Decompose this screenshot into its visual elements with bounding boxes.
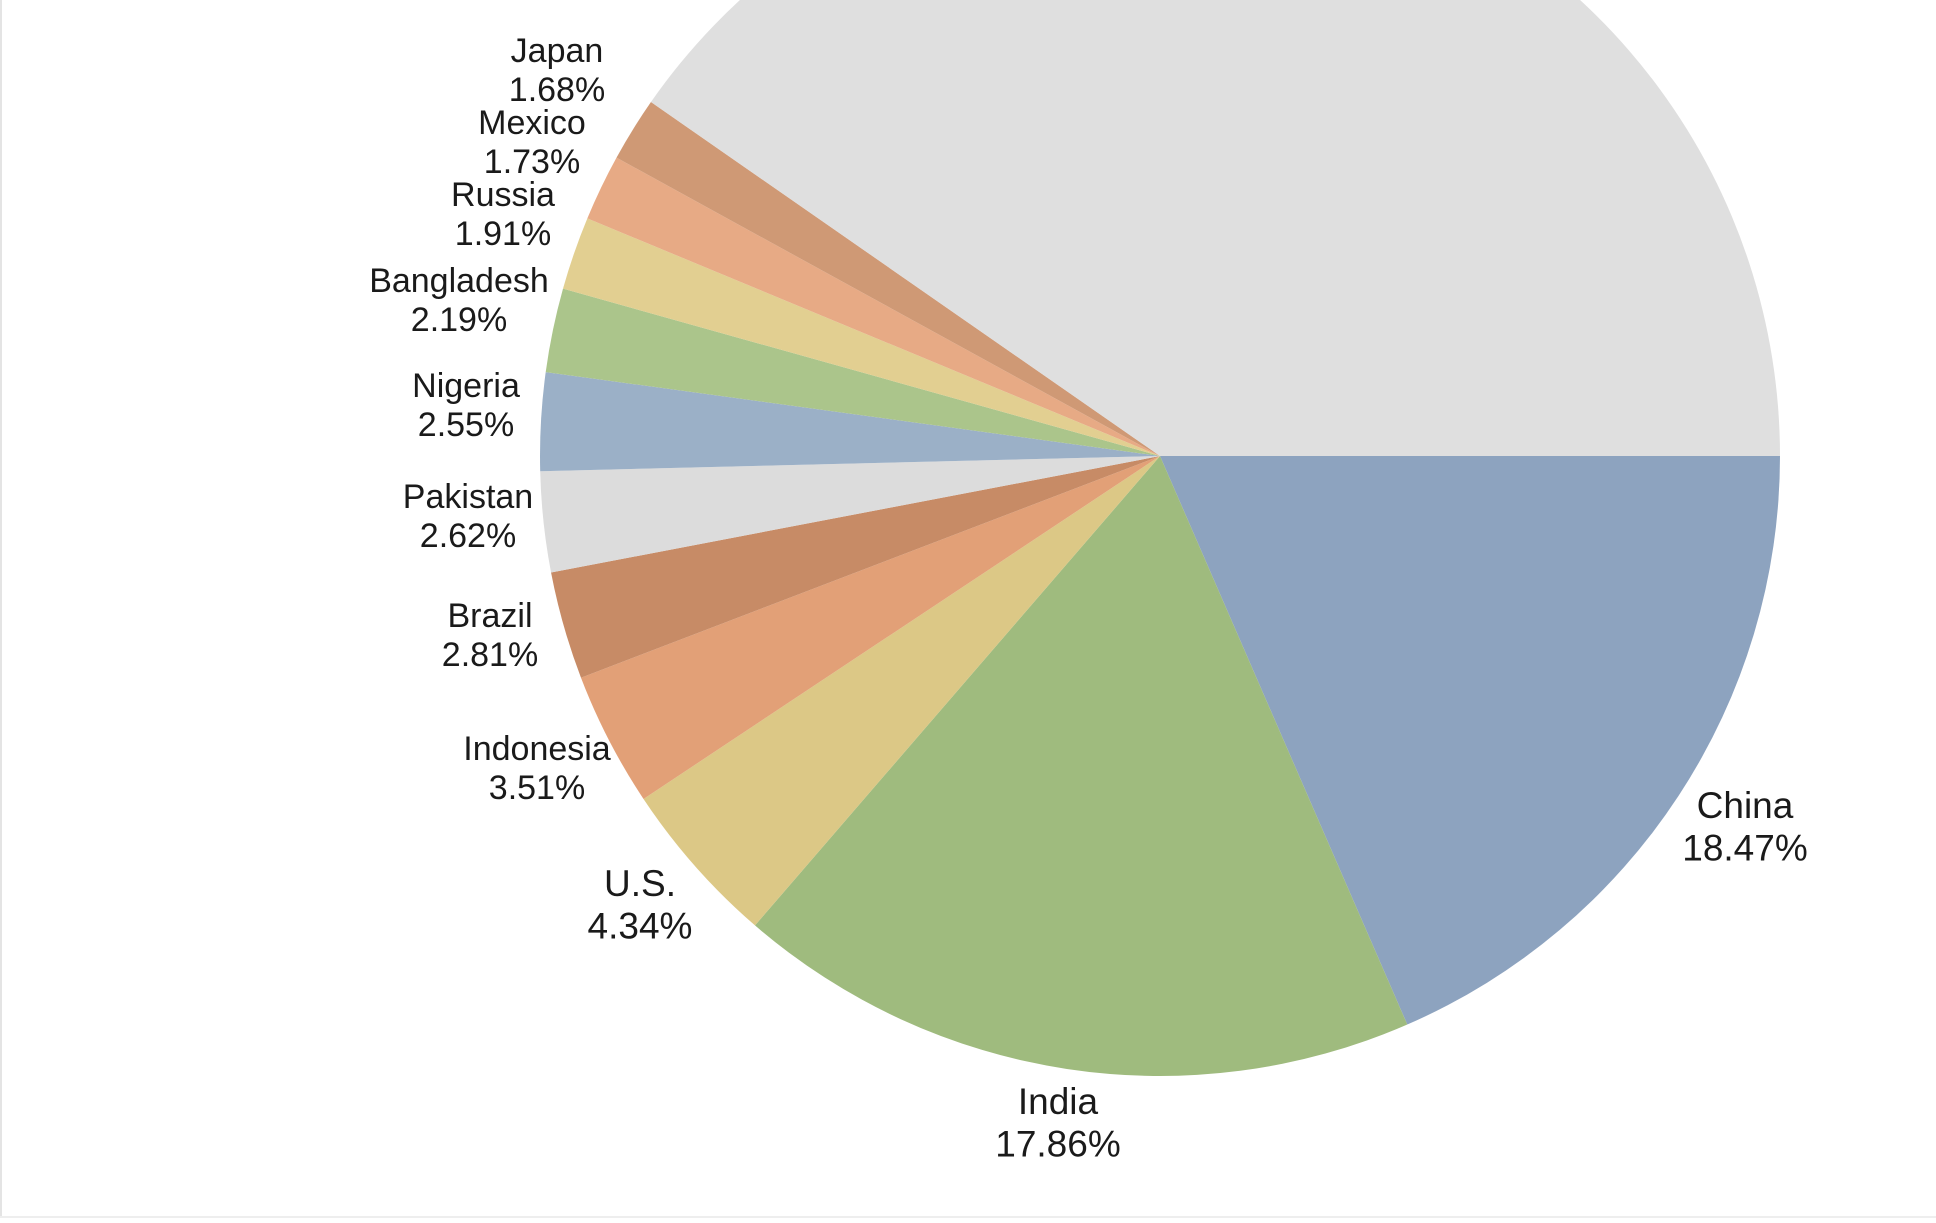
- slice-value-mexico: 1.73%: [484, 143, 580, 181]
- slice-value-india: 17.86%: [995, 1124, 1121, 1165]
- slice-value-japan: 1.68%: [509, 71, 605, 109]
- frame-left-border: [0, 0, 2, 1218]
- slice-label-bangladesh: Bangladesh: [369, 262, 549, 300]
- slice-value-u-s: 4.34%: [588, 906, 693, 947]
- slice-value-brazil: 2.81%: [442, 636, 538, 674]
- slice-label-pakistan: Pakistan: [403, 478, 533, 516]
- pie-slice-u-s: [643, 456, 1160, 926]
- pie-slice-mexico: [587, 157, 1160, 456]
- slice-label-indonesia: Indonesia: [463, 730, 611, 768]
- slice-value-nigeria: 2.55%: [418, 406, 514, 444]
- slice-label-mexico: Mexico: [478, 104, 586, 142]
- slice-label-china: China: [1697, 785, 1794, 826]
- pie-slice-brazil: [551, 456, 1160, 678]
- slice-value-indonesia: 3.51%: [489, 769, 585, 807]
- pie-slice-china: [1160, 456, 1780, 1025]
- pie-slice-pakistan: [540, 456, 1160, 573]
- slice-label-japan: Japan: [511, 32, 604, 70]
- pie-slice-bangladesh: [545, 288, 1160, 456]
- slice-value-china: 18.47%: [1682, 828, 1808, 869]
- pie-slice-indonesia: [580, 456, 1160, 799]
- slice-label-nigeria: Nigeria: [412, 367, 520, 405]
- slice-value-bangladesh: 2.19%: [411, 301, 507, 339]
- slice-value-pakistan: 2.62%: [420, 517, 516, 555]
- frame-bottom-border: [0, 1216, 1936, 1218]
- slice-label-brazil: Brazil: [447, 597, 532, 635]
- pie-slices: [540, 0, 1780, 1076]
- pie-slice-india: [754, 456, 1408, 1076]
- slice-label-russia: Russia: [451, 176, 555, 214]
- pie-slice-nigeria: [540, 372, 1160, 472]
- slice-label-u-s: U.S.: [604, 863, 676, 904]
- pie-slice-remainder: [650, 0, 1780, 456]
- slice-label-india: India: [1018, 1081, 1099, 1122]
- pie-slice-japan: [616, 102, 1160, 457]
- slice-value-russia: 1.91%: [455, 215, 551, 253]
- pie-slice-russia: [563, 218, 1160, 456]
